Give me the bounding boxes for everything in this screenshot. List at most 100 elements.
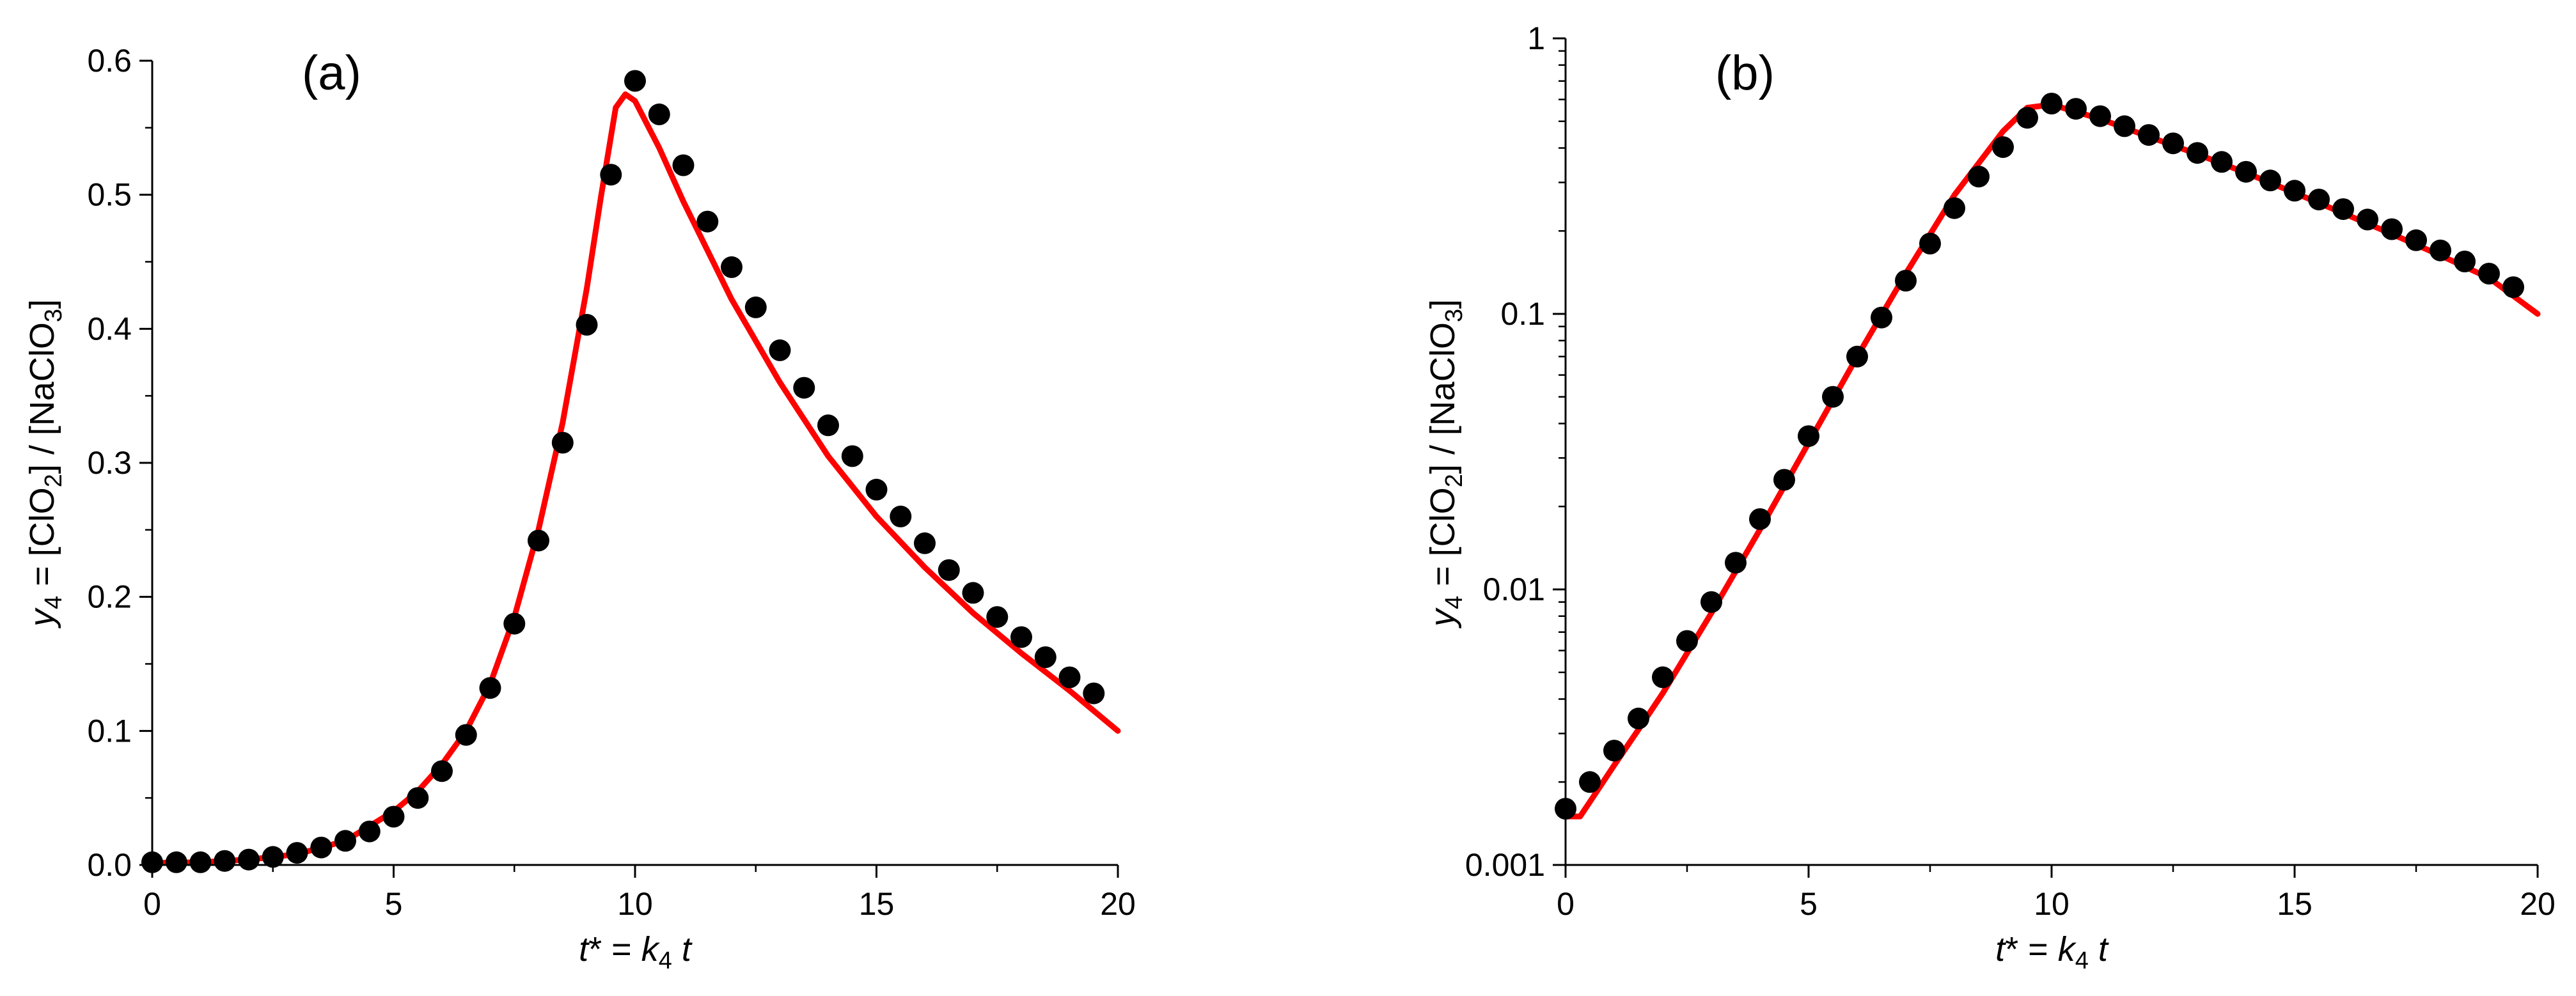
plot-area-a xyxy=(141,70,1121,873)
y-tick-label: 0.001 xyxy=(1465,847,1545,883)
data-point-a xyxy=(1058,666,1081,689)
data-point-a xyxy=(648,103,670,125)
data-point-b xyxy=(1652,666,1674,689)
data-point-b xyxy=(2332,198,2354,221)
y-tick-label: 0.2 xyxy=(87,579,132,615)
data-point-b xyxy=(2065,98,2087,120)
data-point-a xyxy=(528,529,549,552)
data-point-a xyxy=(262,846,284,868)
chart-panel-a: 0 5 10 15 20 0.0 0.1 0.2 0.3 0.4 0.5 0.6 (a) t* = k… xyxy=(23,43,1136,974)
data-point-b xyxy=(1992,136,2014,159)
data-point-a xyxy=(914,532,936,554)
data-point-b xyxy=(2478,263,2500,284)
x-tick-label: 0 xyxy=(1557,886,1575,922)
x-tick-label: 10 xyxy=(2034,886,2069,922)
data-point-b xyxy=(2259,169,2281,192)
axes-frame-a xyxy=(151,61,1118,866)
data-point-b xyxy=(1944,197,1965,219)
data-point-b xyxy=(2187,142,2208,164)
data-point-a xyxy=(986,606,1009,628)
data-point-a xyxy=(817,414,839,437)
data-point-b xyxy=(1773,469,1795,491)
ticks-b: 0 5 10 15 20 0.001 0.01 0.1 1 xyxy=(1465,20,2556,922)
y-tick-label: 1 xyxy=(1527,20,1545,56)
data-point-a xyxy=(744,296,767,318)
data-point-a xyxy=(551,432,574,454)
data-point-a xyxy=(1010,626,1032,648)
data-point-a xyxy=(696,210,719,233)
data-point-a xyxy=(841,445,863,467)
data-point-b xyxy=(1846,345,1868,368)
data-point-a xyxy=(1083,682,1105,704)
data-point-a xyxy=(455,724,477,746)
data-point-a xyxy=(624,70,646,92)
data-point-a xyxy=(503,612,526,635)
data-point-b xyxy=(2454,251,2476,272)
data-point-b xyxy=(2308,189,2330,211)
y-tick-label: 0.0 xyxy=(87,847,132,883)
x-tick-label: 5 xyxy=(385,886,403,922)
data-point-b xyxy=(1579,771,1601,793)
y-tick-label: 0.4 xyxy=(87,311,132,346)
data-point-b xyxy=(2211,151,2233,173)
data-point-a xyxy=(721,256,742,278)
data-point-b xyxy=(1871,306,1892,329)
data-point-b xyxy=(2162,132,2184,155)
plot-area-b xyxy=(1555,93,2541,820)
data-point-a xyxy=(865,478,888,501)
data-point-a xyxy=(890,505,912,527)
axes-frame-b xyxy=(1564,38,2538,866)
data-point-b xyxy=(1725,552,1747,574)
data-point-a xyxy=(189,851,212,873)
data-point-b xyxy=(2041,93,2062,114)
data-point-a xyxy=(1034,646,1056,668)
data-point-a xyxy=(576,314,598,336)
y-tick-label: 0.3 xyxy=(87,445,132,481)
data-point-b xyxy=(2430,239,2451,261)
data-point-a xyxy=(238,848,260,871)
data-point-b xyxy=(1700,591,1722,613)
y-tick-label: 0.1 xyxy=(87,713,132,749)
data-point-a xyxy=(769,339,791,361)
x-tick-label: 0 xyxy=(143,886,161,922)
data-point-b xyxy=(1919,233,1941,254)
data-point-b xyxy=(2138,124,2160,146)
y-axis-title-a: y4 = [ClO2] / [NaClO3] xyxy=(23,299,67,629)
data-point-a xyxy=(672,154,695,176)
data-point-b xyxy=(1968,166,1990,188)
x-axis-title-a: t* = k4 t xyxy=(579,930,693,974)
ticks-a: 0 5 10 15 20 0.0 0.1 0.2 0.3 0.4 0.5 0.6 xyxy=(87,43,1135,922)
data-point-b xyxy=(2405,229,2427,251)
data-point-a xyxy=(286,842,308,864)
data-point-a xyxy=(479,677,501,699)
chart-panel-b: 0 5 10 15 20 0.001 0.01 0.1 1 (b) t* = k4 t y4 =… xyxy=(1424,20,2556,974)
y-axis-title-b: y4 = [ClO2] / [NaClO3] xyxy=(1424,299,1468,629)
x-tick-label: 20 xyxy=(1100,886,1136,922)
fit-curve-a xyxy=(149,91,1121,866)
data-point-a xyxy=(431,760,453,782)
data-point-b xyxy=(1603,740,1625,762)
y-tick-label: 0.01 xyxy=(1483,572,1545,607)
data-point-b xyxy=(1822,385,1844,408)
y-tick-label: 0.5 xyxy=(87,177,132,213)
data-point-b xyxy=(1749,508,1771,530)
fit-curve-b xyxy=(1562,102,2541,820)
data-point-a xyxy=(165,851,187,873)
data-point-a xyxy=(382,805,405,828)
data-point-a xyxy=(793,377,815,399)
x-tick-label: 15 xyxy=(859,886,895,922)
data-point-a xyxy=(407,787,429,809)
data-point-b xyxy=(1798,425,1819,447)
data-point-a xyxy=(214,850,236,872)
data-point-a xyxy=(334,830,356,852)
data-point-b xyxy=(2016,107,2038,129)
data-point-b xyxy=(1895,270,1917,292)
data-point-b xyxy=(1676,630,1698,652)
data-point-a xyxy=(962,582,984,604)
data-point-a xyxy=(938,559,960,581)
data-point-b xyxy=(2114,115,2135,137)
data-point-a xyxy=(310,836,333,859)
data-point-b xyxy=(2089,105,2111,127)
y-tick-label: 0.6 xyxy=(87,43,132,79)
